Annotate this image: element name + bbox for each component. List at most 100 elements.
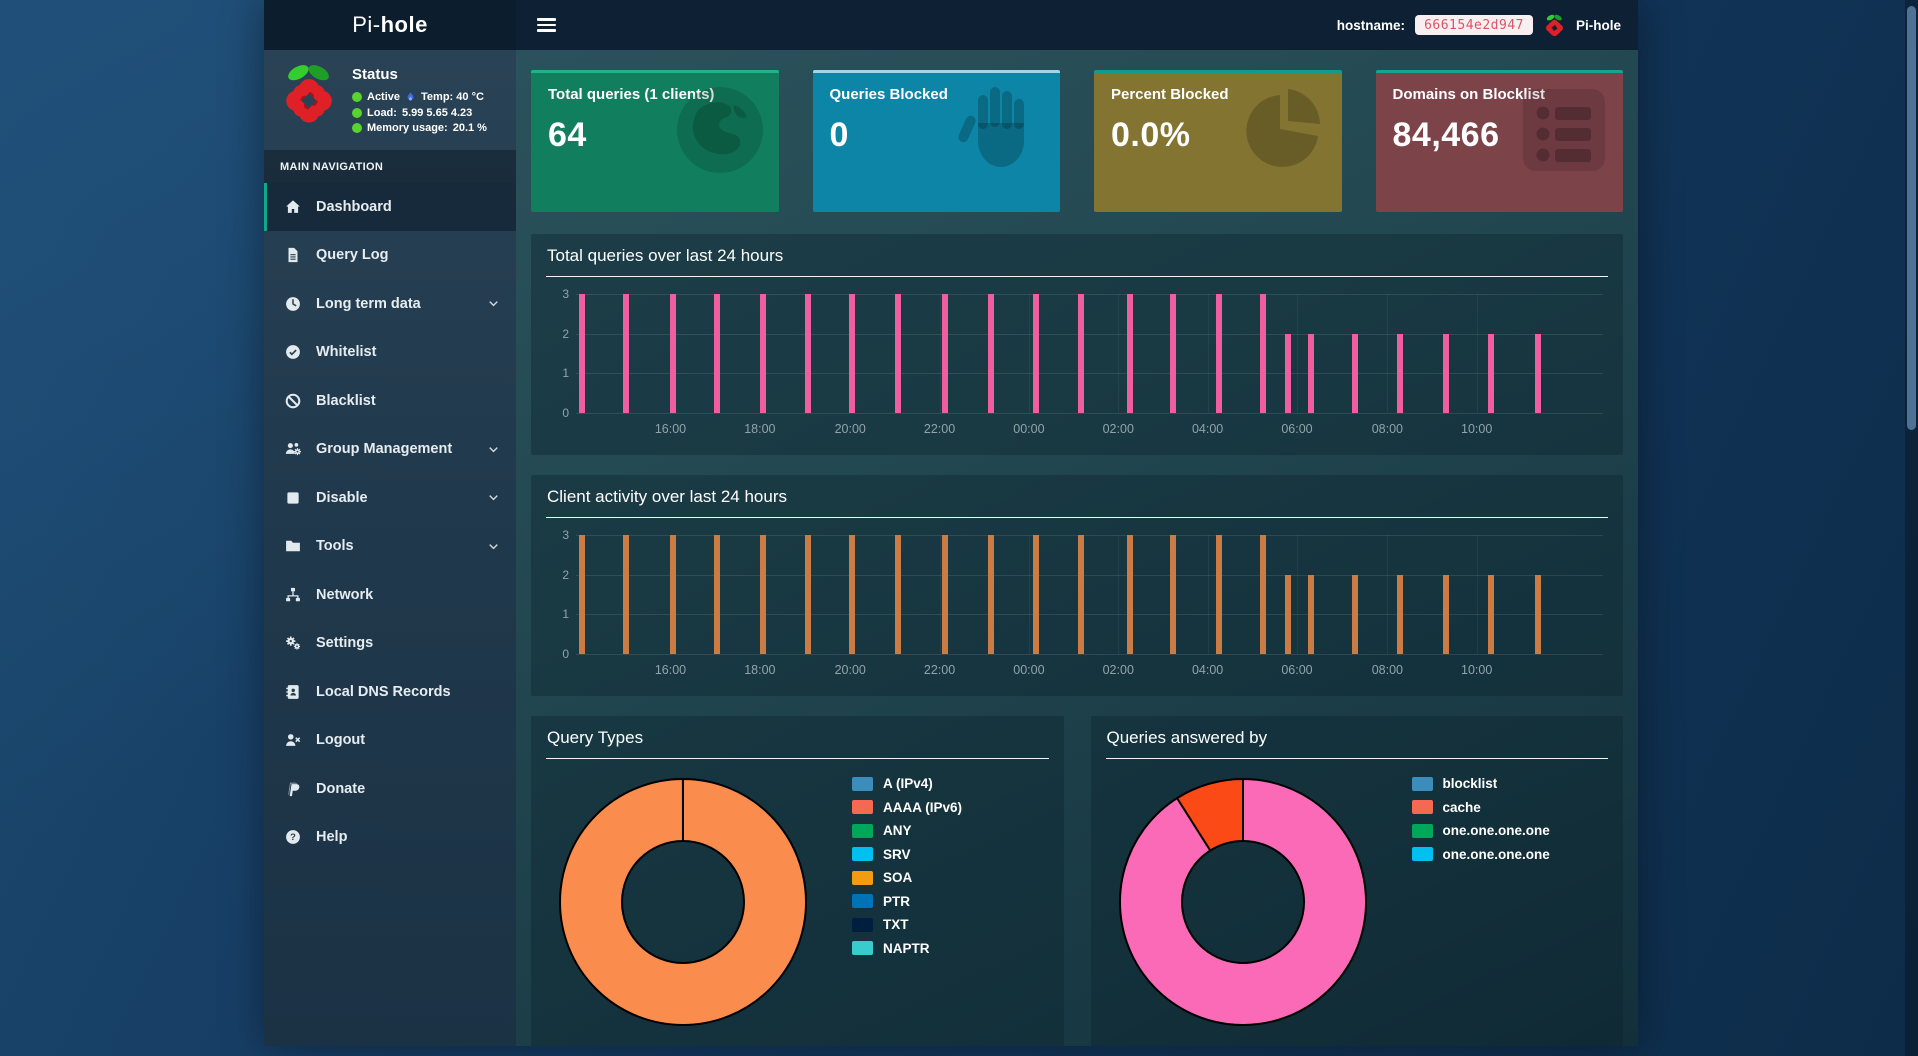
status-line-value: Temp: 40 °C	[421, 90, 484, 103]
legend-item[interactable]: SOA	[852, 870, 962, 885]
sidebar-item-group-management[interactable]: Group Management	[264, 425, 516, 474]
sidebar-nav: Dashboard Query Log Long term data Whitelis…	[264, 182, 516, 862]
status-panel: Status Active Temp: 40 °C Load: 5.99 5.65 4…	[264, 50, 516, 150]
sidebar-item-network[interactable]: Network	[264, 571, 516, 620]
scrollbar-thumb[interactable]	[1907, 6, 1916, 430]
top-navbar: Pi-hole hostname: 666154e2d947	[264, 0, 1638, 50]
sidebar-item-label: Whitelist	[316, 344, 377, 361]
stat-card-domains-on-blocklist[interactable]: Domains on Blocklist 84,466	[1375, 70, 1623, 212]
sidebar-item-query-log[interactable]: Query Log	[264, 231, 516, 280]
bar	[1169, 535, 1176, 654]
gridline	[576, 535, 1603, 536]
bar	[1442, 574, 1449, 654]
raspberry-status-logo-icon	[278, 61, 340, 138]
legend-swatch	[1411, 823, 1433, 838]
legend-label: cache	[1442, 799, 1481, 815]
gridline	[576, 654, 1603, 655]
stat-cards-row: Total queries (1 clients) 64 Queries Block…	[531, 70, 1623, 212]
sidebar-item-dashboard[interactable]: Dashboard	[264, 182, 516, 231]
gridline	[576, 614, 1603, 616]
legend-label: TXT	[883, 917, 909, 932]
sidebar-item-tools[interactable]: Tools	[264, 522, 516, 571]
panel-query-types: Query Types A (IPv4) AAAA (IPv6) ANY SRV SOA…	[531, 716, 1064, 1046]
gridline	[1207, 535, 1209, 654]
legend-item[interactable]: A (IPv4)	[852, 776, 962, 791]
x-tick-label: 16:00	[654, 422, 687, 436]
panel-client-activity: Client activity over last 24 hours 0 1 2 3 1…	[531, 475, 1623, 696]
legend-item[interactable]: ANY	[852, 823, 962, 838]
status-heading: Status	[352, 66, 398, 83]
sidebar-item-local-dns-records[interactable]: Local DNS Records	[264, 668, 516, 717]
x-tick-label: 16:00	[654, 663, 687, 677]
sidebar-item-logout[interactable]: Logout	[264, 716, 516, 765]
gridline	[576, 413, 1603, 414]
stat-card-value: 0	[829, 116, 849, 154]
sidebar-item-help[interactable]: ? Help	[264, 813, 516, 862]
legend-label: NAPTR	[883, 940, 930, 956]
hostname-label: hostname:	[1336, 17, 1406, 33]
sidebar-item-blacklist[interactable]: Blacklist	[264, 377, 516, 426]
donut-chart	[557, 776, 809, 1028]
legend-item[interactable]: blocklist	[1411, 776, 1550, 791]
donut-chart	[1117, 776, 1369, 1028]
stat-card-total-queries-1-clients[interactable]: Total queries (1 clients) 64	[531, 70, 779, 212]
queries-answered-by-chart: blocklist cache one.one.one.one one.one.one…	[1106, 759, 1609, 1028]
chevron-down-icon	[487, 443, 500, 456]
legend-swatch	[852, 800, 873, 814]
bar	[941, 294, 948, 413]
legend-item[interactable]: PTR	[852, 894, 962, 909]
x-tick-label: 04:00	[1191, 422, 1224, 436]
bar	[579, 535, 586, 654]
legend-item[interactable]: one.one.one.one	[1411, 823, 1550, 838]
panel-queries-answered-by: Queries answered by blocklist cache one.on…	[1090, 716, 1623, 1046]
sidebar-item-whitelist[interactable]: Whitelist	[264, 328, 516, 377]
logo-prefix: Pi-	[352, 12, 381, 37]
bar	[623, 294, 630, 413]
hostname-badge: 666154e2d947	[1415, 15, 1533, 35]
app-logo[interactable]: Pi-hole	[264, 0, 516, 50]
bar	[669, 294, 676, 413]
bar	[987, 294, 994, 413]
sidebar-item-donate[interactable]: Donate	[264, 765, 516, 814]
stat-card-queries-blocked[interactable]: Queries Blocked 0	[812, 70, 1060, 212]
legend-item[interactable]: AAAA (IPv6)	[852, 800, 962, 815]
sidebar-item-label: Blacklist	[316, 392, 376, 409]
y-tick-label: 3	[562, 528, 569, 542]
gridline	[1296, 294, 1298, 413]
status-dot-icon	[352, 123, 362, 133]
sidebar-item-settings[interactable]: Settings	[264, 619, 516, 668]
bar	[895, 535, 902, 654]
legend-item[interactable]: SRV	[852, 847, 962, 862]
x-tick-label: 08:00	[1371, 663, 1403, 677]
sidebar-item-long-term-data[interactable]: Long term data	[264, 280, 516, 329]
legend-label: one.one.one.one	[1442, 846, 1550, 862]
svg-text:?: ?	[290, 832, 296, 842]
bar	[1260, 294, 1267, 413]
sidebar-toggle-button[interactable]	[533, 12, 560, 38]
paypal-icon	[282, 780, 303, 798]
gridline	[576, 574, 1603, 576]
brand-label: Pi-hole	[1575, 17, 1621, 33]
legend-swatch	[1411, 776, 1433, 791]
panel-title: Query Types	[547, 728, 644, 747]
legend-item[interactable]: one.one.one.one	[1411, 846, 1550, 862]
folder-icon	[282, 537, 303, 555]
question-icon: ?	[282, 828, 303, 846]
sidebar-item-disable[interactable]: Disable	[264, 474, 516, 523]
bar	[759, 294, 766, 413]
legend-item[interactable]: NAPTR	[852, 941, 962, 956]
legend-swatch	[852, 823, 873, 838]
stat-card-percent-blocked[interactable]: Percent Blocked 0.0%	[1094, 70, 1342, 212]
main-content: Total queries (1 clients) 64 Queries Block…	[516, 50, 1638, 1046]
clock-icon	[282, 295, 303, 313]
legend-item[interactable]: TXT	[852, 917, 962, 932]
gridline	[1028, 294, 1030, 413]
stat-card-title: Total queries (1 clients)	[548, 86, 715, 103]
bar	[1033, 535, 1040, 654]
y-tick-label: 3	[562, 287, 569, 301]
scrollbar[interactable]	[1905, 0, 1918, 1056]
sidebar-item-label: Donate	[316, 780, 366, 797]
status-line-label: Memory usage:	[367, 122, 448, 134]
bar	[1284, 333, 1291, 413]
legend-item[interactable]: cache	[1411, 799, 1550, 815]
